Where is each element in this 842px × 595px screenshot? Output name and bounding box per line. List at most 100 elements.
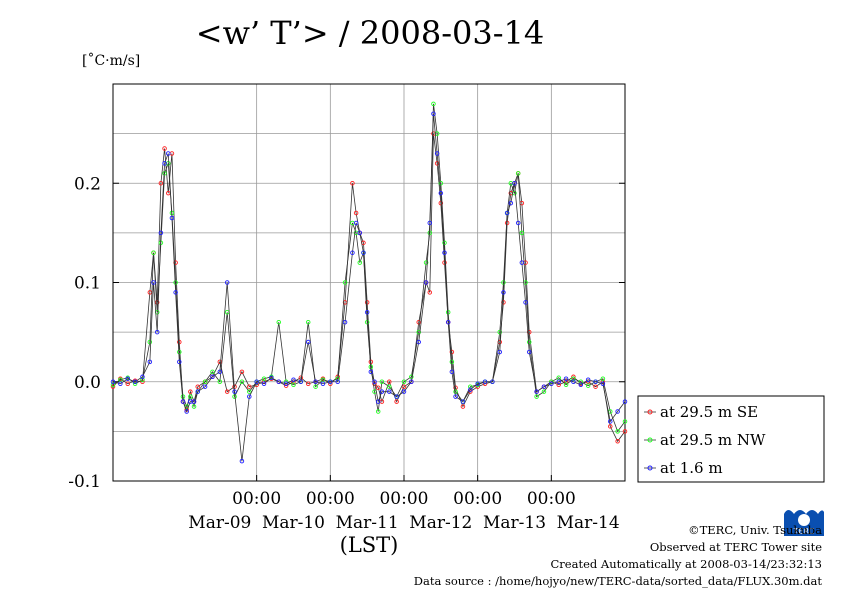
- data-point: [622, 399, 628, 404]
- data-point: [593, 379, 598, 385]
- x-tick-time-label: 00:00: [232, 489, 281, 509]
- data-point: [305, 339, 311, 345]
- grid-lines: [113, 84, 625, 481]
- data-point: [313, 379, 318, 385]
- data-point: [379, 389, 385, 394]
- data-point: [563, 379, 569, 385]
- data-point: [335, 379, 340, 385]
- data-point: [195, 384, 200, 389]
- data-point: [298, 379, 304, 385]
- data-point: [387, 384, 392, 389]
- series-3: [110, 111, 628, 464]
- data-point: [445, 319, 451, 325]
- data-point: [239, 379, 245, 385]
- data-point: [162, 171, 167, 176]
- data-point: [125, 376, 130, 382]
- data-point: [254, 379, 259, 385]
- data-point: [177, 339, 182, 345]
- data-point: [154, 329, 160, 335]
- y-tick-label: 0.1: [74, 274, 101, 294]
- data-point: [239, 369, 245, 375]
- data-point: [158, 230, 164, 236]
- data-point: [449, 369, 455, 375]
- data-point: [409, 379, 414, 385]
- x-tick-time-label: 00:00: [379, 489, 428, 509]
- data-point: [401, 389, 407, 394]
- data-point: [364, 310, 370, 315]
- data-point: [217, 369, 223, 375]
- chart-title: <w’ T’> / 2008-03-14: [195, 14, 545, 52]
- data-point: [578, 382, 584, 387]
- data-point: [571, 376, 576, 382]
- legend-box: [637, 395, 825, 483]
- x-tick-time-label: 00:00: [527, 489, 576, 509]
- data-point: [269, 375, 274, 381]
- data-point: [526, 349, 532, 355]
- data-point: [291, 382, 296, 387]
- data-point: [438, 180, 444, 186]
- data-point: [585, 377, 591, 383]
- data-point: [497, 329, 503, 335]
- data-point: [423, 260, 429, 265]
- x-tick-date-label: Mar-12: [409, 513, 472, 533]
- x-tick-date-label: Mar-09: [188, 513, 251, 533]
- data-point: [353, 220, 359, 226]
- data-point: [401, 384, 407, 389]
- data-point: [188, 389, 193, 394]
- data-point: [571, 379, 576, 385]
- data-point: [184, 409, 189, 414]
- data-point: [622, 419, 628, 424]
- x-tick-date-label: Mar-11: [336, 513, 399, 533]
- data-point: [526, 339, 532, 345]
- data-point: [468, 387, 473, 392]
- data-point: [416, 339, 421, 345]
- data-point: [232, 389, 237, 394]
- data-point: [247, 384, 252, 389]
- data-point: [519, 260, 525, 265]
- data-point: [534, 389, 539, 394]
- data-point: [140, 374, 145, 380]
- data-point: [313, 384, 318, 389]
- data-point: [110, 379, 116, 385]
- data-point: [375, 399, 381, 404]
- x-tick-time-label: 00:00: [453, 489, 502, 509]
- data-point: [508, 200, 514, 206]
- data-point: [173, 280, 178, 285]
- data-point: [364, 319, 370, 325]
- data-point: [180, 399, 186, 404]
- data-point: [608, 419, 613, 424]
- data-point: [375, 409, 381, 414]
- data-point: [177, 359, 182, 365]
- data-point: [210, 369, 215, 375]
- data-point: [342, 319, 348, 325]
- data-point: [353, 210, 359, 216]
- legend-label: at 29.5 m SE: [660, 403, 758, 421]
- data-point: [445, 310, 451, 315]
- data-point: [162, 146, 167, 151]
- data-point: [147, 339, 153, 345]
- series-line: [112, 133, 626, 443]
- data-point: [512, 180, 517, 186]
- data-point: [438, 200, 444, 206]
- legend-label: at 1.6 m: [660, 459, 723, 477]
- data-point: [504, 210, 510, 216]
- y-tick-label: 0.0: [74, 373, 101, 393]
- data-point: [328, 379, 333, 385]
- x-tick-date-label: Mar-14: [557, 513, 620, 533]
- data-point: [416, 329, 421, 335]
- data-point: [475, 381, 480, 386]
- data-point: [556, 382, 561, 387]
- data-point: [563, 376, 569, 382]
- data-point: [166, 151, 171, 156]
- data-point: [247, 394, 252, 399]
- data-point: [283, 381, 289, 386]
- credits-block: ©TERC, Univ. Tsukuba Observed at TERC To…: [414, 522, 822, 590]
- data-point: [453, 394, 458, 399]
- data-point: [600, 381, 606, 386]
- data-point: [375, 385, 381, 390]
- data-point: [154, 300, 160, 305]
- data-point: [608, 424, 613, 429]
- data-point: [387, 379, 392, 385]
- data-point: [166, 190, 171, 196]
